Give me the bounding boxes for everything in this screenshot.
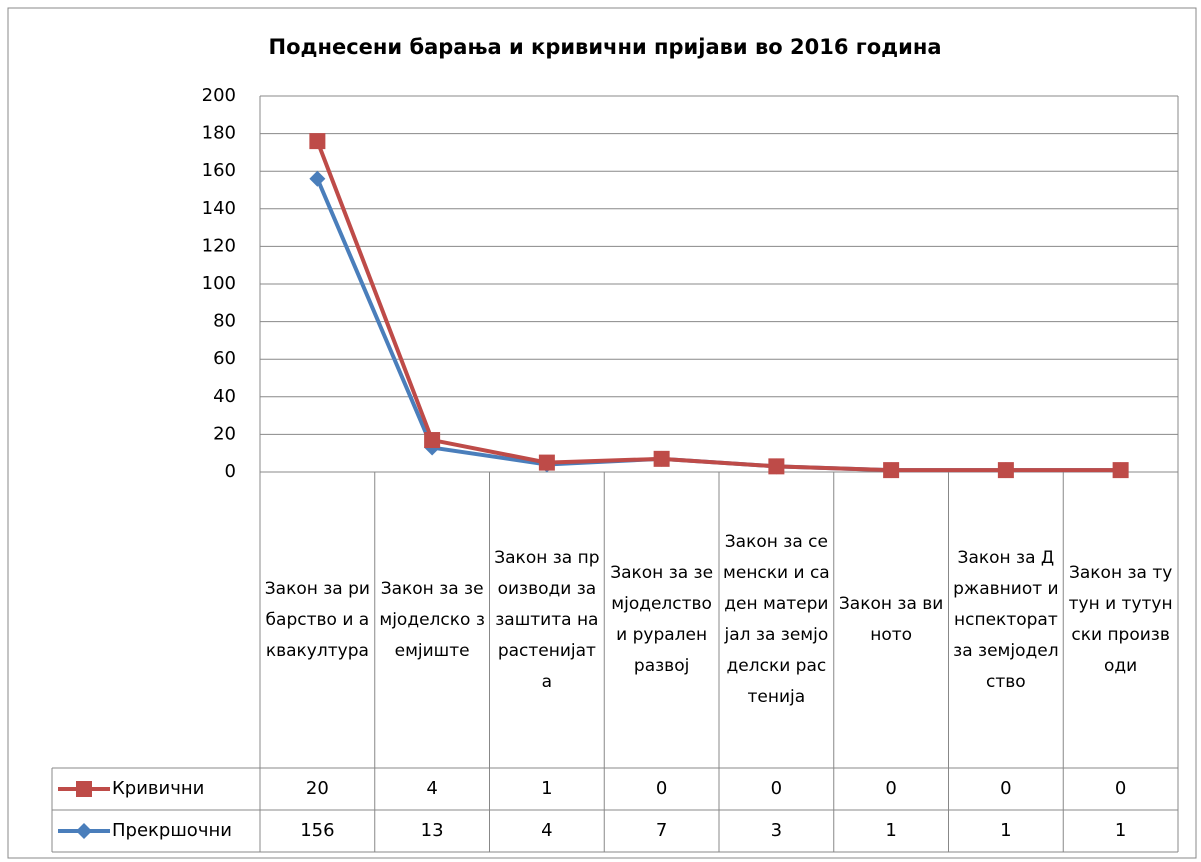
category-label: Закон за производи за заштита на растени… xyxy=(494,547,600,692)
legend-label: Кривични xyxy=(112,778,204,799)
marker xyxy=(309,170,326,187)
y-tick-label: 20 xyxy=(213,423,236,444)
table-value: 0 xyxy=(885,778,896,799)
y-tick-label: 0 xyxy=(225,461,236,482)
table-value: 7 xyxy=(656,820,667,841)
category-label: Закон за семенски и саден материјал за з… xyxy=(723,532,830,707)
table-value: 3 xyxy=(771,820,782,841)
marker xyxy=(1112,462,1129,479)
marker xyxy=(883,462,900,479)
category-label: Закон за земјоделско земјиште xyxy=(379,578,485,661)
table-value: 13 xyxy=(421,820,444,841)
y-tick-label: 100 xyxy=(202,273,236,294)
table-value: 0 xyxy=(656,778,667,799)
y-tick-label: 200 xyxy=(202,85,236,106)
table-value: 0 xyxy=(771,778,782,799)
chart-title: Поднесени барања и кривични пријави во 2… xyxy=(269,35,942,59)
y-tick-label: 40 xyxy=(213,386,236,407)
category-label: Закон за тутун и тутунски производи xyxy=(1068,563,1173,676)
legend-label: Прекршочни xyxy=(112,820,232,841)
marker xyxy=(309,133,326,150)
category-label: Закон за виното xyxy=(838,594,944,645)
category-label: Закон за земјоделство и рурален развој xyxy=(610,563,714,676)
table-value: 1 xyxy=(541,778,552,799)
marker xyxy=(997,462,1014,479)
table-value: 1 xyxy=(1000,820,1011,841)
table-value: 1 xyxy=(885,820,896,841)
table-value: 4 xyxy=(541,820,552,841)
table-value: 4 xyxy=(426,778,437,799)
table-value: 0 xyxy=(1115,778,1126,799)
category-label: Закон за рибарство и аквакултура xyxy=(264,578,370,661)
table-value: 0 xyxy=(1000,778,1011,799)
table-value: 20 xyxy=(306,778,329,799)
y-tick-label: 180 xyxy=(202,123,236,144)
y-tick-label: 140 xyxy=(202,198,236,219)
table-value: 156 xyxy=(300,820,334,841)
table-value: 1 xyxy=(1115,820,1126,841)
marker xyxy=(768,458,785,475)
y-tick-label: 60 xyxy=(213,348,236,369)
series-line xyxy=(315,140,1121,473)
category-label: Закон за Државниот инспекторат за земјод… xyxy=(953,547,1059,692)
y-tick-label: 160 xyxy=(202,160,236,181)
marker xyxy=(424,432,441,449)
y-tick-label: 80 xyxy=(213,311,236,332)
chart-border xyxy=(7,7,1197,859)
marker xyxy=(76,823,92,839)
marker xyxy=(76,781,92,797)
marker xyxy=(538,454,555,471)
marker xyxy=(653,450,670,467)
y-tick-label: 120 xyxy=(202,235,236,256)
